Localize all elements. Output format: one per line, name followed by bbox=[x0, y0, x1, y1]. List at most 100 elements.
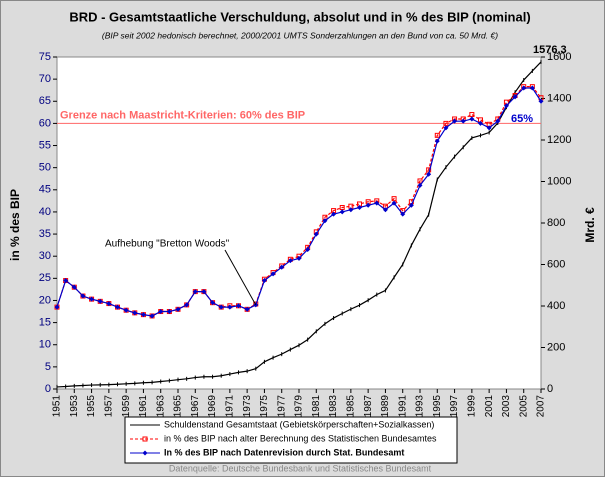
x-tick-label: 1973 bbox=[242, 395, 253, 418]
x-tick-label: 1961 bbox=[138, 395, 149, 418]
x-tick-label: 1971 bbox=[224, 395, 235, 418]
x-tick-label: 1959 bbox=[121, 395, 132, 418]
marker bbox=[357, 205, 362, 211]
value-label: 1576,3 bbox=[533, 44, 567, 56]
chart-title: BRD - Gesamtstaatliche Verschuldung, abs… bbox=[69, 9, 530, 24]
y2-tick-label: 600 bbox=[547, 258, 565, 270]
marker bbox=[201, 289, 207, 295]
y2-tick-label: 1400 bbox=[547, 92, 571, 104]
marker bbox=[331, 211, 337, 217]
annotation: Aufhebung "Bretton Woods" bbox=[105, 239, 230, 250]
marker bbox=[521, 85, 527, 91]
marker bbox=[54, 304, 60, 310]
y-tick-label: 75 bbox=[39, 51, 51, 63]
marker bbox=[529, 85, 535, 91]
y2-axis-label: Mrd. € bbox=[583, 207, 597, 243]
x-tick-label: 1991 bbox=[397, 395, 408, 418]
y2-tick-label: 1600 bbox=[547, 51, 571, 63]
x-tick-label: 2007 bbox=[536, 395, 547, 418]
y-tick-label: 10 bbox=[39, 339, 51, 351]
x-tick-label: 1951 bbox=[52, 395, 63, 418]
marker bbox=[115, 304, 120, 310]
x-tick-label: 1989 bbox=[380, 395, 391, 418]
marker bbox=[166, 309, 172, 315]
marker bbox=[158, 309, 164, 315]
x-tick-label: 1985 bbox=[345, 395, 356, 418]
x-tick-label: 1953 bbox=[69, 395, 80, 418]
y2-tick-label: 1000 bbox=[547, 175, 571, 187]
marker bbox=[192, 289, 198, 295]
y-tick-label: 25 bbox=[39, 272, 51, 284]
marker bbox=[452, 118, 458, 124]
y-tick-label: 20 bbox=[39, 294, 51, 306]
marker bbox=[313, 231, 319, 237]
y2-tick-label: 400 bbox=[547, 300, 565, 312]
marker bbox=[305, 247, 311, 253]
marker bbox=[132, 310, 138, 316]
source-note: Datenquelle: Deutsche Bundesbank und Sta… bbox=[169, 463, 432, 473]
marker bbox=[322, 218, 328, 224]
marker bbox=[296, 255, 302, 261]
x-tick-label: 1983 bbox=[328, 395, 339, 418]
x-tick-label: 1969 bbox=[207, 395, 218, 418]
y2-tick-label: 0 bbox=[547, 383, 553, 395]
x-tick-label: 2001 bbox=[484, 395, 495, 418]
y-tick-label: 50 bbox=[39, 162, 51, 174]
legend-label: Schuldenstand Gesamtstaat (Gebietskörper… bbox=[164, 419, 434, 429]
y-tick-label: 0 bbox=[45, 383, 51, 395]
marker bbox=[339, 209, 345, 215]
marker bbox=[63, 278, 69, 284]
marker bbox=[279, 264, 285, 270]
y-tick-label: 15 bbox=[39, 317, 51, 329]
marker bbox=[512, 94, 518, 100]
marker bbox=[184, 302, 190, 308]
marker bbox=[365, 202, 371, 208]
x-tick-label: 1997 bbox=[449, 395, 460, 418]
marker bbox=[149, 313, 155, 319]
marker bbox=[287, 258, 293, 264]
marker bbox=[382, 207, 388, 213]
x-tick-label: 1987 bbox=[363, 395, 374, 418]
y-tick-label: 5 bbox=[45, 361, 51, 373]
y-tick-label: 65 bbox=[39, 95, 51, 107]
y-tick-label: 35 bbox=[39, 228, 51, 240]
marker bbox=[97, 298, 103, 304]
x-tick-label: 2003 bbox=[501, 395, 512, 418]
y-tick-label: 30 bbox=[39, 250, 51, 262]
marker bbox=[261, 278, 267, 284]
y-tick-label: 40 bbox=[39, 206, 51, 218]
legend-label: In % des BIP nach Datenrevision durch St… bbox=[164, 447, 404, 457]
marker bbox=[469, 116, 475, 122]
marker bbox=[460, 118, 466, 124]
marker bbox=[478, 120, 483, 126]
legend-label: in % des BIP nach alter Berechnung des S… bbox=[164, 433, 437, 443]
y-axis-label: in % des BIP bbox=[8, 189, 22, 261]
marker bbox=[486, 125, 492, 131]
x-tick-label: 1975 bbox=[259, 395, 270, 418]
marker bbox=[443, 125, 449, 131]
marker bbox=[374, 200, 380, 206]
marker bbox=[417, 182, 423, 188]
legend-marker bbox=[142, 436, 148, 442]
marker bbox=[236, 303, 241, 309]
marker bbox=[400, 211, 406, 217]
marker bbox=[426, 171, 432, 177]
x-tick-label: 1999 bbox=[466, 395, 477, 418]
marker bbox=[140, 312, 146, 318]
marker bbox=[80, 293, 86, 299]
series-line bbox=[56, 86, 542, 317]
marker bbox=[538, 98, 544, 104]
marker bbox=[348, 207, 354, 213]
y2-tick-label: 200 bbox=[547, 341, 565, 353]
x-tick-label: 1981 bbox=[311, 395, 322, 418]
chart-subtitle: (BIP seit 2002 hedonisch berechnet, 2000… bbox=[102, 30, 498, 40]
y-tick-label: 55 bbox=[39, 139, 51, 151]
marker bbox=[495, 118, 501, 124]
marker bbox=[227, 304, 233, 310]
x-tick-label: 1993 bbox=[415, 395, 426, 418]
x-tick-label: 1995 bbox=[432, 395, 443, 418]
marker bbox=[391, 200, 397, 206]
x-tick-label: 1967 bbox=[190, 395, 201, 418]
marker bbox=[408, 202, 414, 208]
